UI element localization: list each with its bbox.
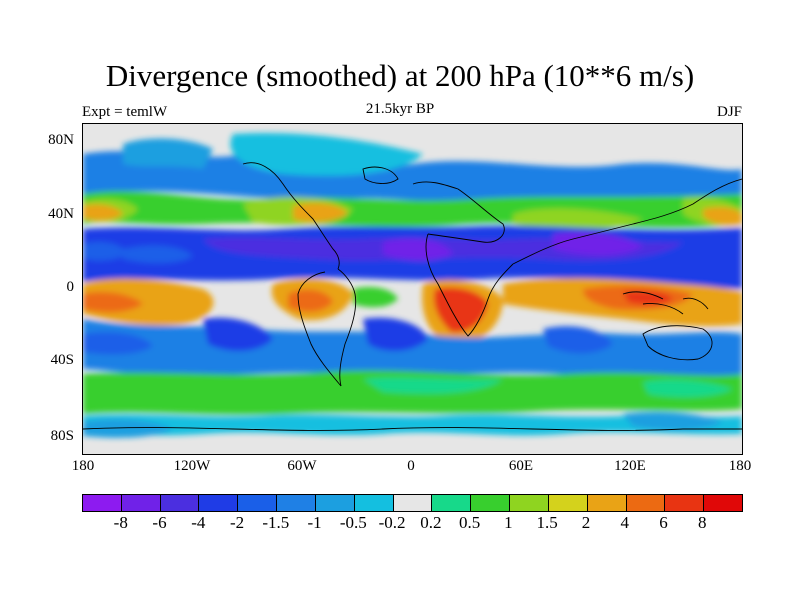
lon-label: 60W xyxy=(287,458,317,474)
colorbar-box xyxy=(315,495,355,511)
colorbar xyxy=(82,494,743,512)
asia-positive xyxy=(513,208,643,231)
north-america-coast xyxy=(242,162,340,270)
europe-coast xyxy=(412,181,505,243)
north-pacific-negative xyxy=(123,138,213,169)
colorbar-box xyxy=(626,495,666,511)
experiment-label: Expt = temlW xyxy=(82,104,168,120)
australia-coast xyxy=(642,325,713,361)
colorbar-box xyxy=(393,495,433,511)
antarctic-negative-east xyxy=(623,411,723,431)
atlantic-orange-north xyxy=(293,202,348,223)
colorbar-box xyxy=(160,495,200,511)
colorbar-box xyxy=(510,495,549,511)
north-high-lat-negative xyxy=(83,151,742,207)
south-indian-negative xyxy=(543,326,613,354)
colorbar-label: 1 xyxy=(504,513,513,532)
colorbar-box xyxy=(665,495,705,511)
colorbar-box xyxy=(587,495,627,511)
south-america-east-coast xyxy=(337,268,357,387)
south-atlantic-strong-negative xyxy=(363,317,428,351)
colorbar-box xyxy=(277,495,316,511)
maritime-peak-positive xyxy=(623,290,673,305)
colorbar-label: 8 xyxy=(697,513,707,532)
lat-label: 40N xyxy=(48,206,74,222)
antarctic-negative-west xyxy=(83,419,173,438)
divergence-map xyxy=(83,124,742,454)
colorbar-label: 0.5 xyxy=(459,513,481,532)
west-orange-north xyxy=(83,204,123,221)
southern-ocean-weak-positive xyxy=(363,377,503,394)
colorbar-label: -6 xyxy=(152,513,167,532)
colorbar-box xyxy=(704,495,743,511)
colorbar-label: 2 xyxy=(581,513,591,532)
colorbar-box xyxy=(548,495,588,511)
lat-label: 40S xyxy=(50,352,74,368)
atlantic-strong-negative xyxy=(383,238,453,261)
colorbar-label: -8 xyxy=(113,513,128,532)
east-orange-north xyxy=(703,206,742,226)
colorbar-box xyxy=(238,495,278,511)
lon-label: 180 xyxy=(71,458,95,474)
arctic-negative xyxy=(230,133,423,176)
colorbar-label: 6 xyxy=(659,513,668,532)
greenland-coast xyxy=(362,166,399,184)
lon-label: 60E xyxy=(508,458,534,474)
asia-coast xyxy=(512,178,742,265)
contour-field xyxy=(83,133,742,438)
mid-atlantic-positive xyxy=(353,287,398,308)
colorbar-label: -4 xyxy=(191,513,206,532)
colorbar-box xyxy=(354,495,394,511)
indian-strong-negative xyxy=(553,232,643,256)
colorbar-label: -1 xyxy=(307,513,322,532)
south-pacific-strong-negative xyxy=(203,317,273,351)
south-dateline-negative xyxy=(83,332,153,355)
south-pacific-weak-positive xyxy=(643,379,733,398)
season-label: DJF xyxy=(716,104,742,120)
colorbar-box xyxy=(471,495,511,511)
map-panel xyxy=(82,123,743,455)
coastlines xyxy=(83,162,742,431)
colorbar-box xyxy=(121,495,161,511)
colorbar-box xyxy=(432,495,472,511)
antarctica-coast xyxy=(83,427,742,431)
colorbar-label: -0.2 xyxy=(378,513,406,532)
colorbar-label: 1.5 xyxy=(536,513,558,532)
colorbar-label: 4 xyxy=(620,513,629,532)
central-pacific-negative xyxy=(123,245,193,264)
lon-label: 120W xyxy=(173,458,211,474)
colorbar-box xyxy=(83,495,122,511)
lat-label: 80S xyxy=(50,428,74,444)
colorbar-label: 0.2 xyxy=(420,513,442,532)
colorbar-label: -0.5 xyxy=(339,513,367,532)
maritime-continent-coast xyxy=(622,291,709,315)
plot-title: Divergence (smoothed) at 200 hPa (10**6 … xyxy=(105,58,695,93)
colorbar-box xyxy=(199,495,239,511)
lat-label: 80N xyxy=(48,132,74,148)
dateline-negative xyxy=(83,242,128,261)
time-label: 21.5kyr BP xyxy=(365,101,435,117)
colorbar-label: -1.5 xyxy=(262,513,290,532)
east-pacific-strong-positive xyxy=(83,292,143,313)
south-america-west-coast xyxy=(297,271,342,387)
lon-label: 0 xyxy=(407,458,415,474)
lon-label: 180 xyxy=(728,458,752,474)
east-pacific-positive xyxy=(83,278,214,326)
lon-label: 120E xyxy=(614,458,646,474)
colorbar-label: -2 xyxy=(229,513,245,532)
lat-label: 0 xyxy=(66,279,75,295)
africa-strong-positive xyxy=(433,287,488,333)
africa-coast xyxy=(425,233,514,337)
